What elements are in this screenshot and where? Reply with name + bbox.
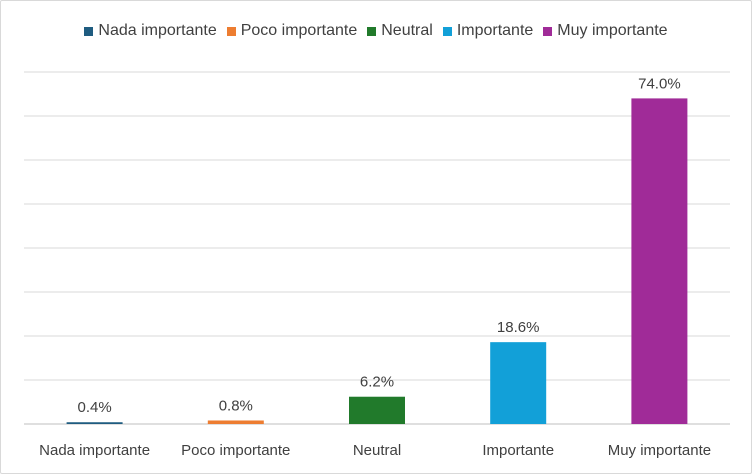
legend-item-neutral: Neutral bbox=[367, 22, 433, 40]
legend-swatch-nada-importante bbox=[84, 26, 94, 36]
legend-item-nada-importante: Nada importante bbox=[84, 22, 217, 40]
legend-swatch-muy-importante bbox=[543, 26, 553, 36]
legend-label-neutral: Neutral bbox=[381, 22, 433, 39]
bar-importante bbox=[490, 342, 547, 424]
data-label-poco-importante: 0.8% bbox=[219, 397, 253, 414]
bar-nada-importante bbox=[66, 422, 123, 424]
legend-label-nada-importante: Nada importante bbox=[98, 22, 217, 39]
data-label-muy-importante: 74.0% bbox=[638, 75, 681, 92]
bars bbox=[66, 98, 688, 425]
data-labels: 0.4% 0.8% 6.2% 18.6% 74.0% bbox=[77, 75, 680, 416]
legend-item-poco-importante: Poco importante bbox=[226, 22, 358, 40]
bar-poco-importante bbox=[207, 420, 264, 424]
tick-label-importante: Importante bbox=[482, 442, 554, 459]
legend-label-importante: Importante bbox=[456, 22, 534, 39]
legend-swatch-neutral bbox=[367, 26, 377, 36]
legend: Nada importante Poco importante Neutral … bbox=[0, 20, 752, 42]
gridlines bbox=[24, 71, 730, 425]
data-label-nada-importante: 0.4% bbox=[77, 399, 111, 416]
legend-item-muy-importante: Muy importante bbox=[543, 22, 668, 40]
bar-muy-importante bbox=[631, 98, 688, 425]
tick-label-nada-importante: Nada importante bbox=[39, 442, 150, 459]
data-label-importante: 18.6% bbox=[497, 319, 540, 336]
legend-swatch-poco-importante bbox=[226, 26, 236, 36]
category-axis: Nada importante Poco importante Neutral Imp… bbox=[39, 442, 711, 459]
bar-neutral bbox=[349, 396, 405, 424]
tick-label-neutral: Neutral bbox=[353, 442, 401, 459]
tick-label-poco-importante: Poco importante bbox=[181, 442, 290, 459]
legend-swatch-importante bbox=[442, 26, 452, 36]
data-label-neutral: 6.2% bbox=[360, 374, 394, 391]
legend-label-poco-importante: Poco importante bbox=[240, 22, 358, 39]
legend-item-importante: Importante bbox=[442, 22, 534, 40]
legend-label-muy-importante: Muy importante bbox=[557, 22, 668, 39]
tick-label-muy-importante: Muy importante bbox=[608, 442, 711, 459]
